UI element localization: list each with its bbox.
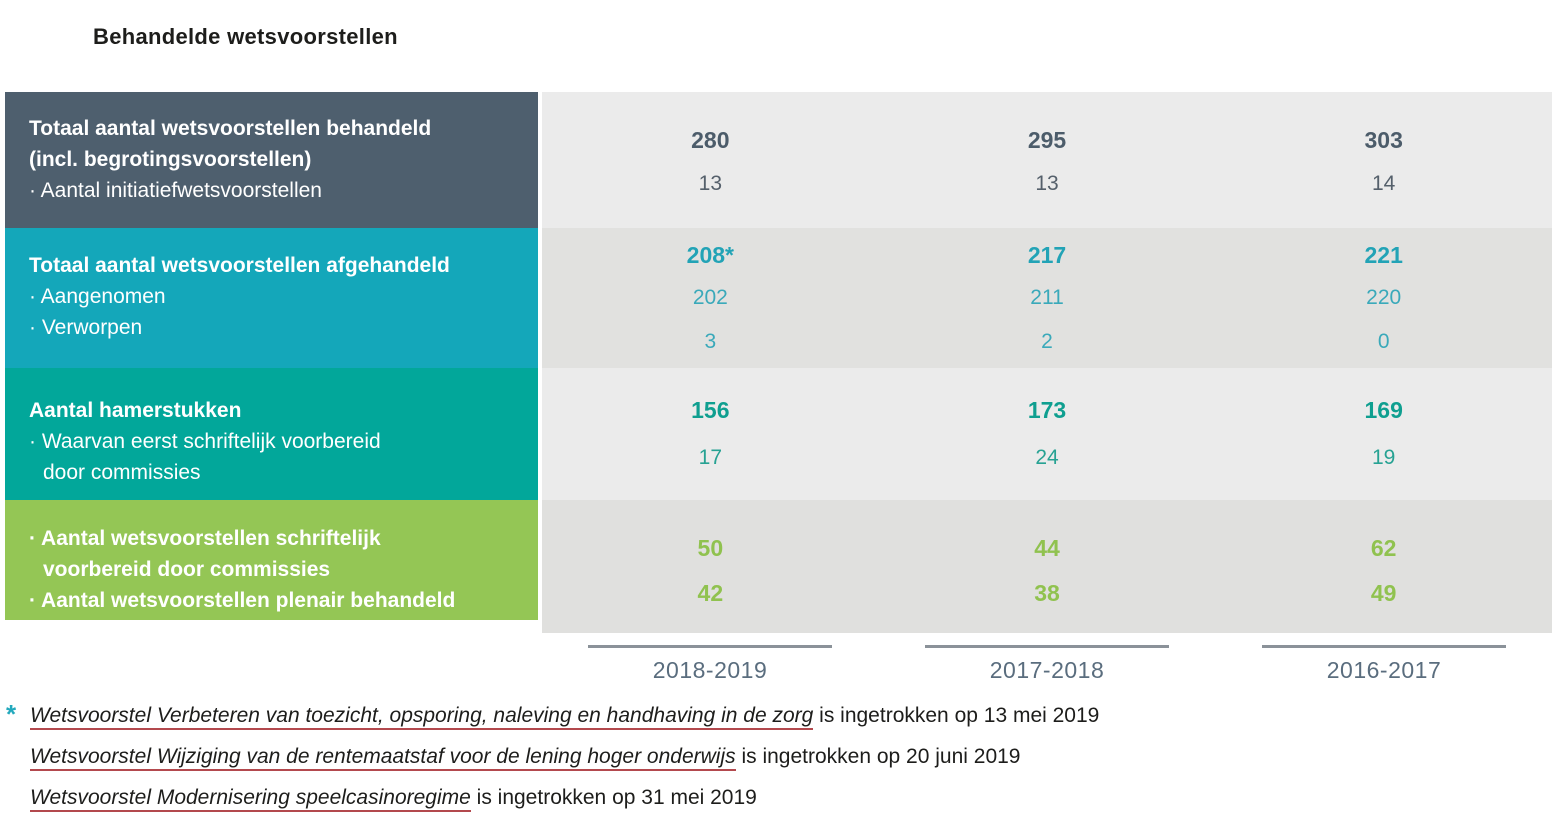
value-sub: 14 [1372,172,1396,195]
row-label-line: Aantal hamerstukken [29,399,242,422]
value-sub: 19 [1372,446,1396,469]
value-main: 50 [697,535,724,561]
value-sub: 13 [698,172,723,195]
value-sub: 42 [697,580,724,606]
year-column-2018-2019: 2018-2019 [588,645,832,684]
cell-hamerstukken-2016-2017: 169 19 [1215,368,1552,500]
footnote-text: is ingetrokken op 13 mei 2019 [813,704,1100,727]
footnote-text: is ingetrokken op 20 juni 2019 [735,745,1021,768]
value-main: 303 [1364,127,1403,153]
cell-schriftelijk-2017-2018: 44 38 [879,500,1216,633]
footnote-line: Wetsvoorstel Verbeteren van toezicht, op… [30,701,1099,742]
cell-schriftelijk-2018-2019: 50 42 [542,500,879,633]
cell-hamerstukken-2018-2019: 156 17 [542,368,879,500]
year-column-2016-2017: 2016-2017 [1262,645,1506,684]
footnote: * Wetsvoorstel Verbeteren van toezicht, … [6,699,1099,824]
row-data-totaal-behandeld: 280 13 295 13 303 14 [542,92,1552,228]
value-sub: 13 [1035,172,1059,195]
value-sub: 220 [1366,286,1402,309]
row-label-line: · Verworpen [29,316,143,339]
year-label: 2016-2017 [1326,657,1442,683]
row-label-totaal-afgehandeld: Totaal aantal wetsvoorstellen afgehandel… [5,228,538,368]
footnote-line: Wetsvoorstel Modernisering speelcasinore… [30,783,1099,824]
cell-behandeld-2016-2017: 303 14 [1215,92,1552,228]
cell-behandeld-2018-2019: 280 13 [542,92,879,228]
table-row-totaal-afgehandeld: Totaal aantal wetsvoorstellen afgehandel… [5,228,1552,368]
row-label-line: · Aantal wetsvoorstellen plenair behande… [29,589,456,612]
cell-behandeld-2017-2018: 295 13 [879,92,1216,228]
value-main: 295 [1027,127,1067,153]
value-sub: 211 [1030,286,1064,309]
row-label-hamerstukken: Aantal hamerstukken · Waarvan eerst schr… [5,368,538,500]
footnote-link-onderwijs[interactable]: Wetsvoorstel Wijziging van de rentemaats… [30,745,736,771]
table-row-hamerstukken: Aantal hamerstukken · Waarvan eerst schr… [5,368,1552,500]
year-rule [588,645,832,648]
table-row-schriftelijk-plenair: · Aantal wetsvoorstellen schriftelijk vo… [5,500,1552,633]
footnote-text: is ingetrokken op 31 mei 2019 [470,786,757,809]
year-label: 2017-2018 [989,657,1105,683]
row-data-totaal-afgehandeld: 208* 202 3 217 211 2 221 220 0 [542,228,1552,368]
row-label-line: · Aangenomen [29,285,166,308]
row-label-schriftelijk-plenair: · Aantal wetsvoorstellen schriftelijk vo… [5,500,538,620]
row-data-schriftelijk-plenair: 50 42 44 38 62 49 [542,500,1552,633]
row-label-line: Totaal aantal wetsvoorstellen behandeld [29,117,432,140]
row-data-hamerstukken: 156 17 173 24 169 19 [542,368,1552,500]
year-rule [1262,645,1506,648]
value-sub: 38 [1034,580,1060,606]
value-sub: 49 [1370,580,1397,606]
row-label-line: · Aantal initiatiefwetsvoorstellen [29,179,322,202]
row-label-totaal-behandeld: Totaal aantal wetsvoorstellen behandeld … [5,92,538,228]
year-rule [925,645,1169,648]
value-main: 280 [691,127,730,153]
value-main: 156 [691,397,730,423]
value-main: 169 [1364,397,1403,423]
row-label-line: · Waarvan eerst schriftelijk voorbereid [29,430,381,453]
value-main: 217 [1027,242,1067,268]
value-sub: 3 [704,330,717,353]
row-label-line: · Aantal wetsvoorstellen schriftelijk [29,527,381,550]
value-sub: 24 [1035,446,1059,469]
value-main: 62 [1370,535,1397,561]
row-label-line: voorbereid door commissies [43,558,331,581]
value-sub: 0 [1377,330,1390,353]
cell-schriftelijk-2016-2017: 62 49 [1215,500,1552,633]
value-main: 221 [1364,242,1403,268]
value-main: 208* [686,242,734,268]
row-label-line: Totaal aantal wetsvoorstellen afgehandel… [29,254,450,277]
year-column-2017-2018: 2017-2018 [925,645,1169,684]
footnote-link-zorg[interactable]: Wetsvoorstel Verbeteren van toezicht, op… [30,704,814,730]
cell-afgehandeld-2016-2017: 221 220 0 [1215,228,1552,368]
cell-afgehandeld-2018-2019: 208* 202 3 [542,228,879,368]
page-title: Behandelde wetsvoorstellen [93,24,398,49]
value-sub: 202 [692,286,728,309]
value-main: 44 [1034,535,1060,561]
row-label-line: (incl. begrotingsvoorstellen) [29,148,312,171]
year-label: 2018-2019 [652,657,768,683]
value-main: 173 [1027,397,1067,423]
value-sub: 17 [698,446,723,469]
footnote-link-speelcasino[interactable]: Wetsvoorstel Modernisering speelcasinore… [30,786,471,812]
table-row-totaal-behandeld: Totaal aantal wetsvoorstellen behandeld … [5,92,1552,228]
footnote-line: Wetsvoorstel Wijziging van de rentemaats… [30,742,1099,783]
wetsvoorstellen-table: Totaal aantal wetsvoorstellen behandeld … [5,92,1552,633]
cell-afgehandeld-2017-2018: 217 211 2 [879,228,1216,368]
value-sub: 2 [1041,330,1053,353]
footnote-asterisk: * [6,699,17,729]
row-label-line: door commissies [43,461,201,484]
cell-hamerstukken-2017-2018: 173 24 [879,368,1216,500]
